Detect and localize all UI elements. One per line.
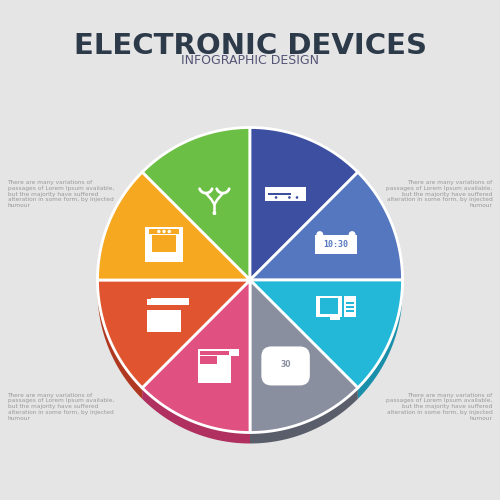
- Bar: [145, 228, 183, 262]
- Bar: [300, 360, 304, 366]
- Text: There are many variations of
passages of Lorem Ipsum available,
but the majority: There are many variations of passages of…: [8, 392, 114, 420]
- Circle shape: [296, 196, 298, 199]
- Bar: [151, 298, 189, 305]
- Bar: [344, 296, 356, 316]
- Bar: [266, 360, 272, 366]
- Text: INFOGRAPHIC DESIGN: INFOGRAPHIC DESIGN: [181, 54, 319, 66]
- Circle shape: [348, 231, 356, 238]
- Polygon shape: [250, 280, 402, 388]
- Polygon shape: [98, 280, 250, 388]
- Polygon shape: [250, 128, 358, 280]
- Polygon shape: [142, 280, 250, 432]
- Bar: [346, 306, 354, 308]
- Bar: [147, 304, 181, 310]
- Circle shape: [275, 196, 278, 199]
- Polygon shape: [142, 388, 250, 444]
- Polygon shape: [358, 280, 403, 399]
- Circle shape: [162, 230, 166, 233]
- Circle shape: [157, 230, 160, 233]
- Bar: [200, 350, 228, 356]
- Circle shape: [212, 211, 216, 215]
- Text: 10:30: 10:30: [324, 240, 348, 248]
- Polygon shape: [98, 172, 250, 280]
- Circle shape: [168, 230, 171, 233]
- Polygon shape: [250, 172, 402, 280]
- Bar: [268, 193, 291, 195]
- Bar: [346, 310, 354, 312]
- Bar: [316, 296, 342, 316]
- Polygon shape: [98, 280, 142, 399]
- Bar: [200, 356, 218, 364]
- Bar: [320, 298, 338, 314]
- Bar: [147, 300, 181, 332]
- Circle shape: [284, 349, 288, 354]
- Bar: [152, 235, 176, 252]
- Ellipse shape: [270, 352, 301, 361]
- Bar: [315, 235, 357, 254]
- Text: 30: 30: [280, 360, 291, 370]
- Text: There are many variations of
passages of Lorem Ipsum available,
but the majority: There are many variations of passages of…: [386, 180, 492, 208]
- Polygon shape: [142, 128, 250, 280]
- Text: ELECTRONIC DEVICES: ELECTRONIC DEVICES: [74, 32, 426, 60]
- Bar: [216, 349, 239, 356]
- FancyBboxPatch shape: [262, 346, 310, 386]
- Circle shape: [288, 196, 290, 199]
- Circle shape: [316, 231, 323, 238]
- Bar: [264, 188, 306, 200]
- Text: There are many variations of
passages of Lorem Ipsum available,
but the majority: There are many variations of passages of…: [8, 180, 114, 208]
- Text: There are many variations of
passages of Lorem Ipsum available,
but the majority: There are many variations of passages of…: [386, 392, 492, 420]
- Bar: [149, 229, 180, 234]
- Bar: [198, 349, 230, 383]
- Bar: [346, 302, 354, 304]
- Polygon shape: [250, 388, 358, 444]
- Bar: [330, 316, 340, 320]
- Polygon shape: [250, 280, 358, 432]
